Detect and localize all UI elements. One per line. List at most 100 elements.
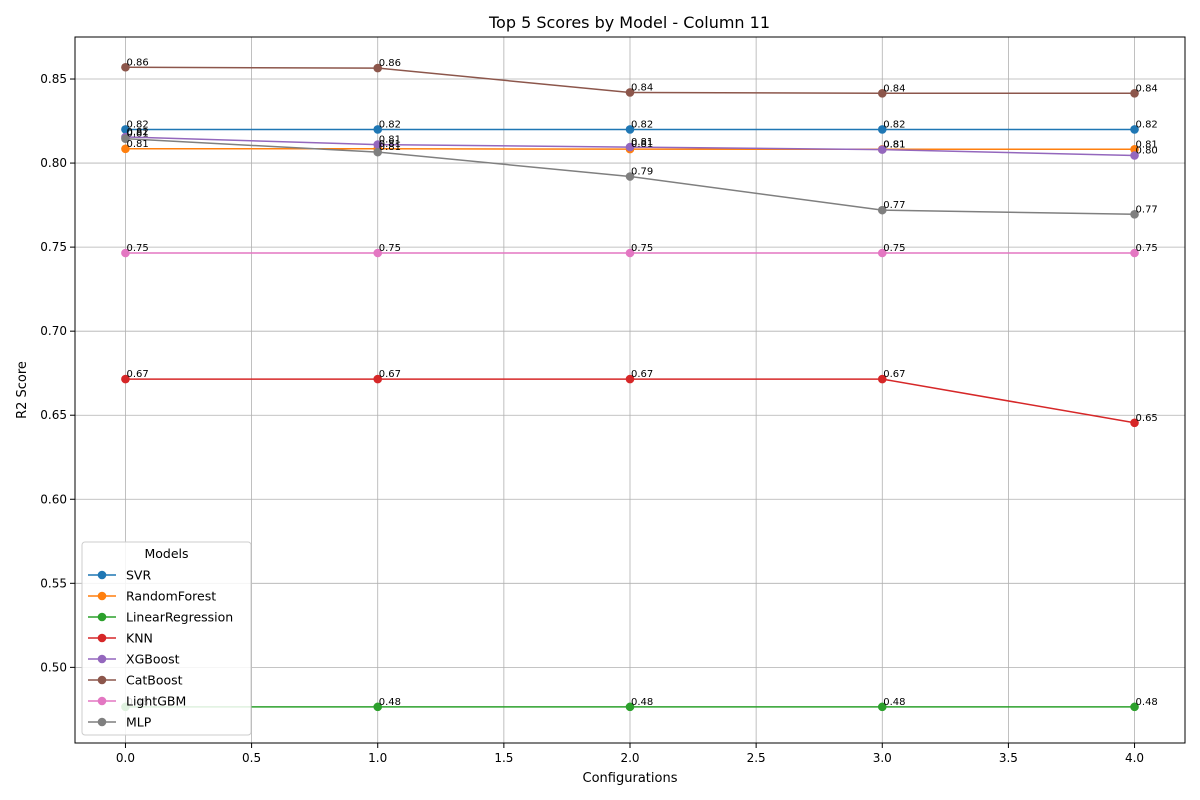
data-label: 0.75 [883,243,905,254]
y-axis-ticks: 0.50 0.55 0.60 0.65 0.70 0.75 0.80 0.85 [40,72,75,674]
legend-marker-svr [97,570,107,580]
data-label: 0.86 [126,57,148,68]
y-tick-label: 0.50 [40,660,67,674]
data-label: 0.81 [379,142,401,153]
data-label: 0.75 [631,243,653,254]
data-label: 0.81 [379,139,401,150]
x-axis-label: Configurations [583,771,678,786]
data-label: 0.84 [631,82,653,93]
data-point-svr [877,125,887,134]
data-label: 0.65 [1136,413,1158,424]
data-point-svr [121,125,130,134]
data-label: 0.82 [883,119,905,130]
data-point-xgboost [373,140,383,149]
data-label: 0.48 [631,697,653,708]
x-tick-label: 1.0 [368,751,387,765]
x-tick-label: 1.5 [494,751,513,765]
data-point-knn [373,374,383,384]
legend-box [81,541,252,736]
data-label: 0.81 [126,129,148,140]
legend-marker-linearregression [97,612,107,622]
data-point-mlp [373,147,383,157]
legend-marker-lightgbm [97,696,107,706]
data-point-randomforest [1130,144,1139,154]
legend: Models SVR RandomForest LinearRegression KNN… [81,541,252,736]
data-point-knn [877,374,887,384]
x-tick-label: 4.0 [1125,751,1144,765]
data-point-svr [1130,125,1139,134]
data-point-lightgbm [877,248,887,258]
data-point-catboost [1130,89,1139,98]
x-tick-label: 2.0 [620,751,639,765]
y-tick-label: 0.70 [40,324,67,338]
legend-marker-knn [97,633,107,643]
data-point-mlp [625,172,635,181]
y-tick-label: 0.65 [40,408,67,422]
data-point-catboost [121,62,130,72]
data-label: 0.67 [631,369,653,380]
data-point-lightgbm [1130,248,1139,258]
data-point-lightgbm [121,248,130,258]
data-label: 0.67 [883,369,905,380]
data-point-mlp [121,134,130,143]
legend-marker-xgboost [97,654,107,664]
x-axis-ticks: 0.0 0.5 1.0 1.5 2.0 2.5 3.0 3.5 4.0 [116,743,1144,765]
data-label: 0.84 [883,83,905,94]
data-point-catboost [877,89,887,98]
x-tick-label: 0.5 [242,751,261,765]
data-label: 0.81 [1136,139,1158,150]
data-label: 0.48 [883,697,905,708]
data-point-mlp [1130,210,1139,219]
legend-entry-knn: KNN [126,631,153,646]
x-tick-label: 3.0 [873,751,892,765]
y-tick-label: 0.85 [40,72,67,86]
data-label: 0.48 [1136,697,1158,708]
data-label: 0.81 [883,140,905,151]
data-label: 0.67 [126,369,148,380]
data-label: 0.86 [379,58,401,69]
data-point-knn [625,374,635,384]
data-label: 0.75 [1136,243,1158,254]
data-label: 0.67 [379,369,401,380]
data-point-linearregression [625,702,635,712]
data-point-linearregression [877,702,887,712]
legend-entry-lightgbm: LightGBM [126,694,186,709]
data-label: 0.48 [379,697,401,708]
y-tick-label: 0.60 [40,492,67,506]
data-point-xgboost [625,142,635,152]
y-tick-label: 0.80 [40,156,67,170]
data-label: 0.77 [1136,204,1158,215]
data-point-xgboost [1130,151,1139,160]
data-label: 0.81 [379,135,401,146]
data-point-lightgbm [625,248,635,258]
data-label: 0.82 [379,119,401,130]
data-point-randomforest [121,144,130,154]
legend-entry-catboost: CatBoost [126,673,183,688]
data-point-svr [373,125,383,134]
data-label: 0.82 [126,119,148,130]
data-point-svr [625,125,635,134]
x-tick-label: 3.5 [999,751,1018,765]
data-label: 0.82 [126,127,148,138]
data-point-catboost [373,63,383,73]
data-point-linearregression [1130,702,1139,712]
legend-entry-xgboost: XGBoost [126,652,180,667]
legend-entry-svr: SVR [126,568,151,583]
legend-marker-randomforest [97,591,107,601]
data-label: 0.81 [631,137,653,148]
legend-entry-mlp: MLP [126,715,152,730]
data-label: 0.81 [883,139,905,150]
data-label: 0.79 [631,167,653,178]
legend-entry-linearregression: LinearRegression [126,610,233,625]
y-tick-label: 0.75 [40,240,67,254]
data-point-knn [1130,418,1139,428]
data-point-linearregression [373,702,383,712]
data-label: 0.81 [631,139,653,150]
data-point-xgboost [877,145,887,154]
data-label: 0.84 [1136,83,1158,94]
legend-marker-mlp [97,717,107,727]
chart-title: Top 5 Scores by Model - Column 11 [488,13,770,32]
legend-entry-randomforest: RandomForest [126,589,216,604]
legend-marker-catboost [97,675,107,685]
